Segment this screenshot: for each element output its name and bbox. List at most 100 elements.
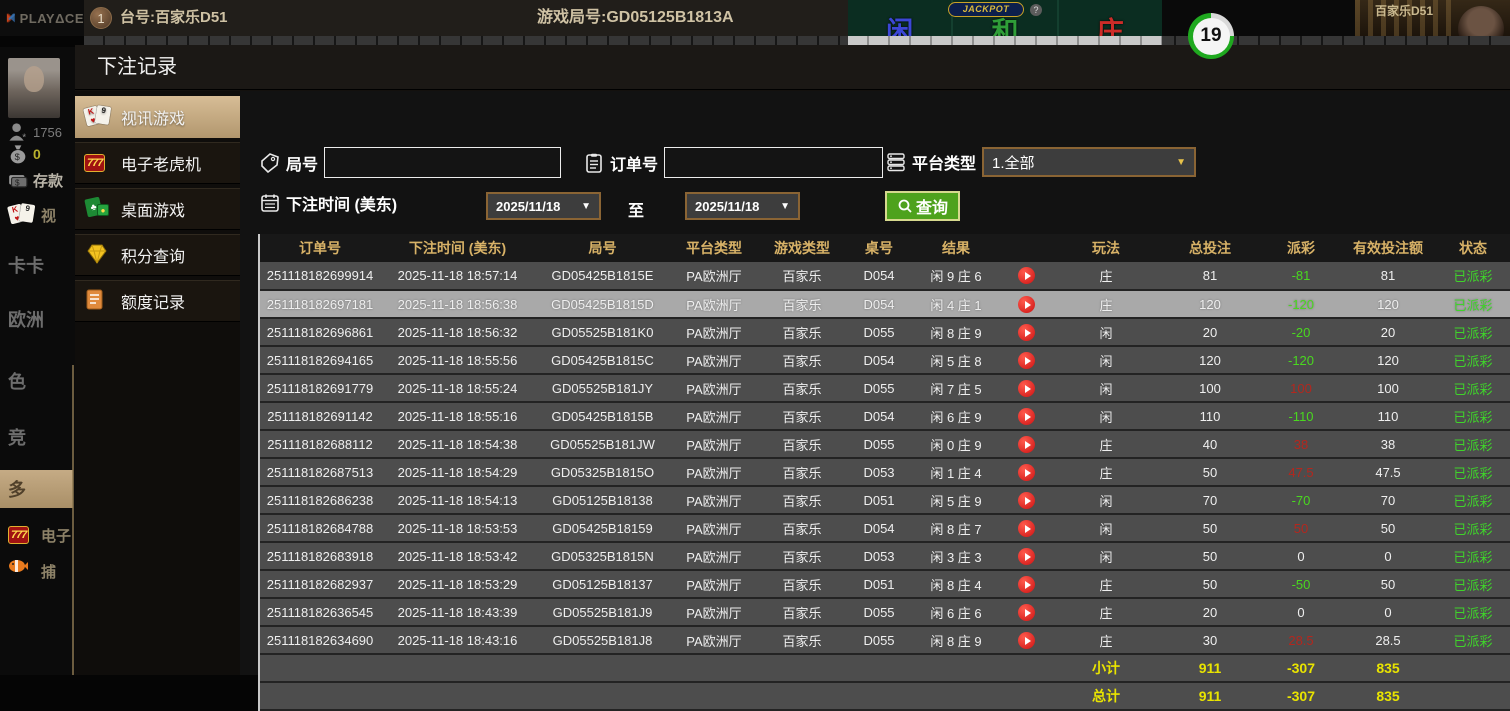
platform-select[interactable]: 1.全部 ▼	[982, 147, 1197, 177]
rail-nav-item-0[interactable]: K ♥ 9 视	[0, 200, 75, 230]
cell-round-id: GD05325B1815N	[535, 542, 670, 571]
replay-button[interactable]	[1017, 575, 1035, 593]
cell-bet-on: 闲	[1052, 486, 1160, 515]
balance-value: 0	[33, 146, 41, 162]
playace-logo-icon	[6, 13, 15, 23]
replay-button[interactable]	[1017, 631, 1035, 649]
countdown-timer: 19	[1188, 13, 1234, 59]
cell-bet-time: 2025-11-18 18:55:56	[380, 346, 535, 375]
bet-record-row-4[interactable]: 251118182691779 2025-11-18 18:55:24 GD0552…	[260, 374, 1510, 403]
bet-record-row-3[interactable]: 251118182694165 2025-11-18 18:55:56 GD0542…	[260, 346, 1510, 375]
cell-total-bet: 120	[1160, 290, 1260, 319]
replay-button[interactable]	[1017, 435, 1035, 453]
cell-result: 闲 6 庄 9	[912, 402, 1000, 431]
platform-icon	[887, 153, 905, 172]
grand-total-spacer	[1000, 682, 1052, 711]
cell-game-type: 百家乐	[758, 626, 846, 655]
cell-round-id: GD05525B181JY	[535, 374, 670, 403]
subtotal-row: 小计 911 -307 835	[260, 654, 1510, 683]
replay-button[interactable]	[1017, 547, 1035, 565]
chevron-down-icon: ▼	[581, 200, 591, 212]
replay-button[interactable]	[1017, 491, 1035, 509]
replay-button[interactable]	[1017, 267, 1035, 285]
search-button[interactable]: 查询	[885, 191, 961, 221]
bet-zone-banker[interactable]: 庄	[1056, 0, 1162, 41]
bet-record-row-13[interactable]: 251118182634690 2025-11-18 18:43:16 GD0552…	[260, 626, 1510, 655]
replay-button[interactable]	[1017, 379, 1035, 397]
date-from-select[interactable]: 2025/11/18 ▼	[486, 192, 601, 220]
replay-button[interactable]	[1017, 603, 1035, 621]
bet-record-row-10[interactable]: 251118182683918 2025-11-18 18:53:42 GD0532…	[260, 542, 1510, 571]
cell-status: 已派彩	[1434, 486, 1510, 515]
replay-button[interactable]	[1017, 323, 1035, 341]
avatar[interactable]	[8, 58, 60, 118]
menu-item-4[interactable]: 额度记录	[75, 280, 240, 322]
cell-result: 闲 8 庄 7	[912, 514, 1000, 543]
left-rail: * 1756 $ 0 $ 存款 K ♥ 9 视卡卡 欧洲色竞多 777 电子捕	[0, 47, 75, 675]
jackpot-help-icon[interactable]: ?	[1030, 4, 1042, 16]
cell-bet-on: 闲	[1052, 402, 1160, 431]
cell-valid-bet: 38	[1342, 430, 1434, 459]
menu-item-3[interactable]: 积分查询	[75, 234, 240, 276]
cell-round-id: GD05425B1815B	[535, 402, 670, 431]
bet-record-row-12[interactable]: 251118182636545 2025-11-18 18:43:39 GD0552…	[260, 598, 1510, 627]
order-input[interactable]	[664, 147, 884, 178]
replay-button[interactable]	[1017, 463, 1035, 481]
cell-platform: PA欧洲厅	[670, 486, 758, 515]
rail-nav-item-3[interactable]: 色	[0, 362, 75, 400]
bet-record-row-9[interactable]: 251118182684788 2025-11-18 18:53:53 GD0542…	[260, 514, 1510, 543]
subtotal-spacer	[846, 654, 912, 683]
grand-total-spacer	[670, 682, 758, 711]
cell-game-type: 百家乐	[758, 458, 846, 487]
date-to-select[interactable]: 2025/11/18 ▼	[685, 192, 800, 220]
rail-nav-item-6[interactable]: 777 电子	[0, 520, 75, 550]
cell-order-id: 251118182684788	[260, 514, 380, 543]
cell-order-id: 251118182694165	[260, 346, 380, 375]
grand-total-spacer	[912, 682, 1000, 711]
menu-item-0[interactable]: K ♥ 9 视讯游戏	[75, 96, 255, 138]
cell-bet-on: 庄	[1052, 570, 1160, 599]
cell-payout: -81	[1260, 262, 1342, 291]
cell-round-id: GD05425B1815D	[535, 290, 670, 319]
cell-replay	[1000, 542, 1052, 571]
bet-record-row-1[interactable]: 251118182697181 2025-11-18 18:56:38 GD0542…	[260, 290, 1510, 319]
replay-button[interactable]	[1017, 407, 1035, 425]
cell-status: 已派彩	[1434, 570, 1510, 599]
replay-button[interactable]	[1017, 295, 1035, 313]
cell-bet-time: 2025-11-18 18:57:14	[380, 262, 535, 291]
menu-item-2[interactable]: ♣ ● 桌面游戏	[75, 188, 240, 230]
rail-nav-label: 多	[8, 480, 26, 500]
bet-record-row-2[interactable]: 251118182696861 2025-11-18 18:56:32 GD0552…	[260, 318, 1510, 347]
rail-nav-item-7[interactable]: 捕	[0, 556, 75, 586]
rail-nav-item-1[interactable]: 卡卡	[0, 246, 75, 284]
bet-record-row-5[interactable]: 251118182691142 2025-11-18 18:55:16 GD0542…	[260, 402, 1510, 431]
grand-total-label: 总计	[1052, 682, 1160, 711]
cell-payout: 28.5	[1260, 626, 1342, 655]
cell-order-id: 251118182682937	[260, 570, 380, 599]
cell-valid-bet: 100	[1342, 374, 1434, 403]
cell-order-id: 251118182697181	[260, 290, 380, 319]
round-input[interactable]	[324, 147, 562, 178]
rail-nav-item-4[interactable]: 竞	[0, 418, 75, 456]
cell-valid-bet: 110	[1342, 402, 1434, 431]
rail-nav-item-2[interactable]: 欧洲	[0, 300, 75, 338]
cell-replay	[1000, 346, 1052, 375]
order-filter-label: 订单号	[610, 156, 659, 174]
replay-button[interactable]	[1017, 519, 1035, 537]
bet-record-row-8[interactable]: 251118182686238 2025-11-18 18:54:13 GD0512…	[260, 486, 1510, 515]
menu-item-label: 积分查询	[121, 249, 186, 266]
rail-nav-item-5[interactable]: 多	[0, 470, 73, 508]
bet-record-row-11[interactable]: 251118182682937 2025-11-18 18:53:29 GD0512…	[260, 570, 1510, 599]
bet-record-row-0[interactable]: 251118182699914 2025-11-18 18:57:14 GD0542…	[260, 262, 1510, 291]
bet-record-row-6[interactable]: 251118182688112 2025-11-18 18:54:38 GD0552…	[260, 430, 1510, 459]
cell-game-type: 百家乐	[758, 514, 846, 543]
deposit-button[interactable]: $ 存款	[0, 170, 75, 191]
cell-total-bet: 70	[1160, 486, 1260, 515]
cell-platform: PA欧洲厅	[670, 430, 758, 459]
replay-button[interactable]	[1017, 351, 1035, 369]
menu-item-1[interactable]: 777 电子老虎机	[75, 142, 240, 184]
cell-platform: PA欧洲厅	[670, 514, 758, 543]
bet-zone-player[interactable]: 闲	[886, 17, 914, 41]
bet-record-row-7[interactable]: 251118182687513 2025-11-18 18:54:29 GD0532…	[260, 458, 1510, 487]
cell-platform: PA欧洲厅	[670, 318, 758, 347]
